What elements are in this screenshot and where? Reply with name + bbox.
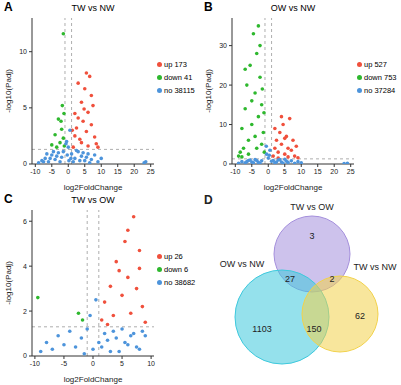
svg-text:-5: -5	[249, 168, 255, 175]
svg-text:0: 0	[91, 360, 95, 367]
svg-text:D: D	[204, 193, 213, 207]
svg-text:-10: -10	[30, 360, 40, 367]
svg-text:5: 5	[23, 104, 27, 111]
svg-text:0: 0	[23, 352, 27, 359]
svg-text:15: 15	[314, 168, 322, 175]
svg-text:3: 3	[309, 231, 314, 241]
svg-text:TW vs OW: TW vs OW	[290, 202, 334, 212]
html-text:A: A	[4, 0, 13, 14]
svg-text:27: 27	[285, 274, 295, 284]
svg-text:0: 0	[66, 168, 70, 175]
svg-text:TW vs NW: TW vs NW	[354, 262, 394, 272]
svg-text:6: 6	[23, 218, 27, 225]
html-text:down 6: down 6	[164, 265, 189, 274]
svg-text:-5: -5	[49, 168, 55, 175]
html-text:C: C	[4, 192, 13, 206]
svg-text:10: 10	[147, 360, 155, 367]
svg-text:0: 0	[266, 168, 270, 175]
svg-text:10: 10	[297, 168, 305, 175]
svg-text:-10: -10	[30, 168, 40, 175]
html-text:OW vs NW: OW vs NW	[270, 3, 316, 13]
svg-text:10: 10	[97, 168, 105, 175]
svg-text:-log10(Padj): -log10(Padj)	[8, 261, 13, 305]
svg-text:log2FoldChange: log2FoldChange	[264, 183, 323, 192]
svg-text:2: 2	[23, 308, 27, 315]
svg-text:1103: 1103	[252, 324, 271, 334]
html-text:up 527: up 527	[364, 60, 387, 69]
html-text:no 38115: no 38115	[164, 86, 195, 95]
html-text:B: B	[204, 0, 213, 14]
html-text:down 41: down 41	[164, 73, 193, 82]
html-text:down 753: down 753	[364, 73, 397, 82]
svg-text:20: 20	[130, 168, 138, 175]
svg-text:2: 2	[329, 274, 334, 284]
svg-text:10: 10	[19, 48, 27, 55]
html-text:TW vs OW: TW vs OW	[71, 195, 115, 205]
svg-text:log2FoldChange: log2FoldChange	[64, 183, 123, 192]
svg-text:5: 5	[283, 168, 287, 175]
svg-text:-5: -5	[61, 360, 67, 367]
svg-text:-10: -10	[230, 168, 240, 175]
svg-text:log2FoldChange: log2FoldChange	[64, 375, 123, 384]
html-text:up 173: up 173	[164, 60, 187, 69]
html-text:up 26: up 26	[164, 252, 183, 261]
svg-text:62: 62	[355, 311, 365, 321]
svg-text:25: 25	[147, 168, 155, 175]
svg-text:5: 5	[120, 360, 124, 367]
svg-text:4: 4	[23, 263, 27, 270]
svg-text:OW vs NW: OW vs NW	[220, 259, 265, 269]
svg-text:0: 0	[23, 160, 27, 167]
svg-text:10: 10	[219, 121, 227, 128]
svg-text:25: 25	[347, 168, 355, 175]
svg-text:20: 20	[330, 168, 338, 175]
html-text:TW vs NW: TW vs NW	[71, 3, 115, 13]
svg-text:30: 30	[219, 42, 227, 49]
svg-text:150: 150	[306, 324, 321, 334]
html-text:no 37284: no 37284	[364, 86, 396, 95]
html-text:no 38682: no 38682	[164, 278, 196, 287]
svg-text:0: 0	[223, 160, 227, 167]
svg-text:5: 5	[83, 168, 87, 175]
svg-text:-log10(Padj): -log10(Padj)	[8, 69, 13, 113]
svg-text:20: 20	[219, 82, 227, 89]
svg-text:-log10(Padj): -log10(Padj)	[204, 69, 213, 113]
svg-text:15: 15	[114, 168, 122, 175]
